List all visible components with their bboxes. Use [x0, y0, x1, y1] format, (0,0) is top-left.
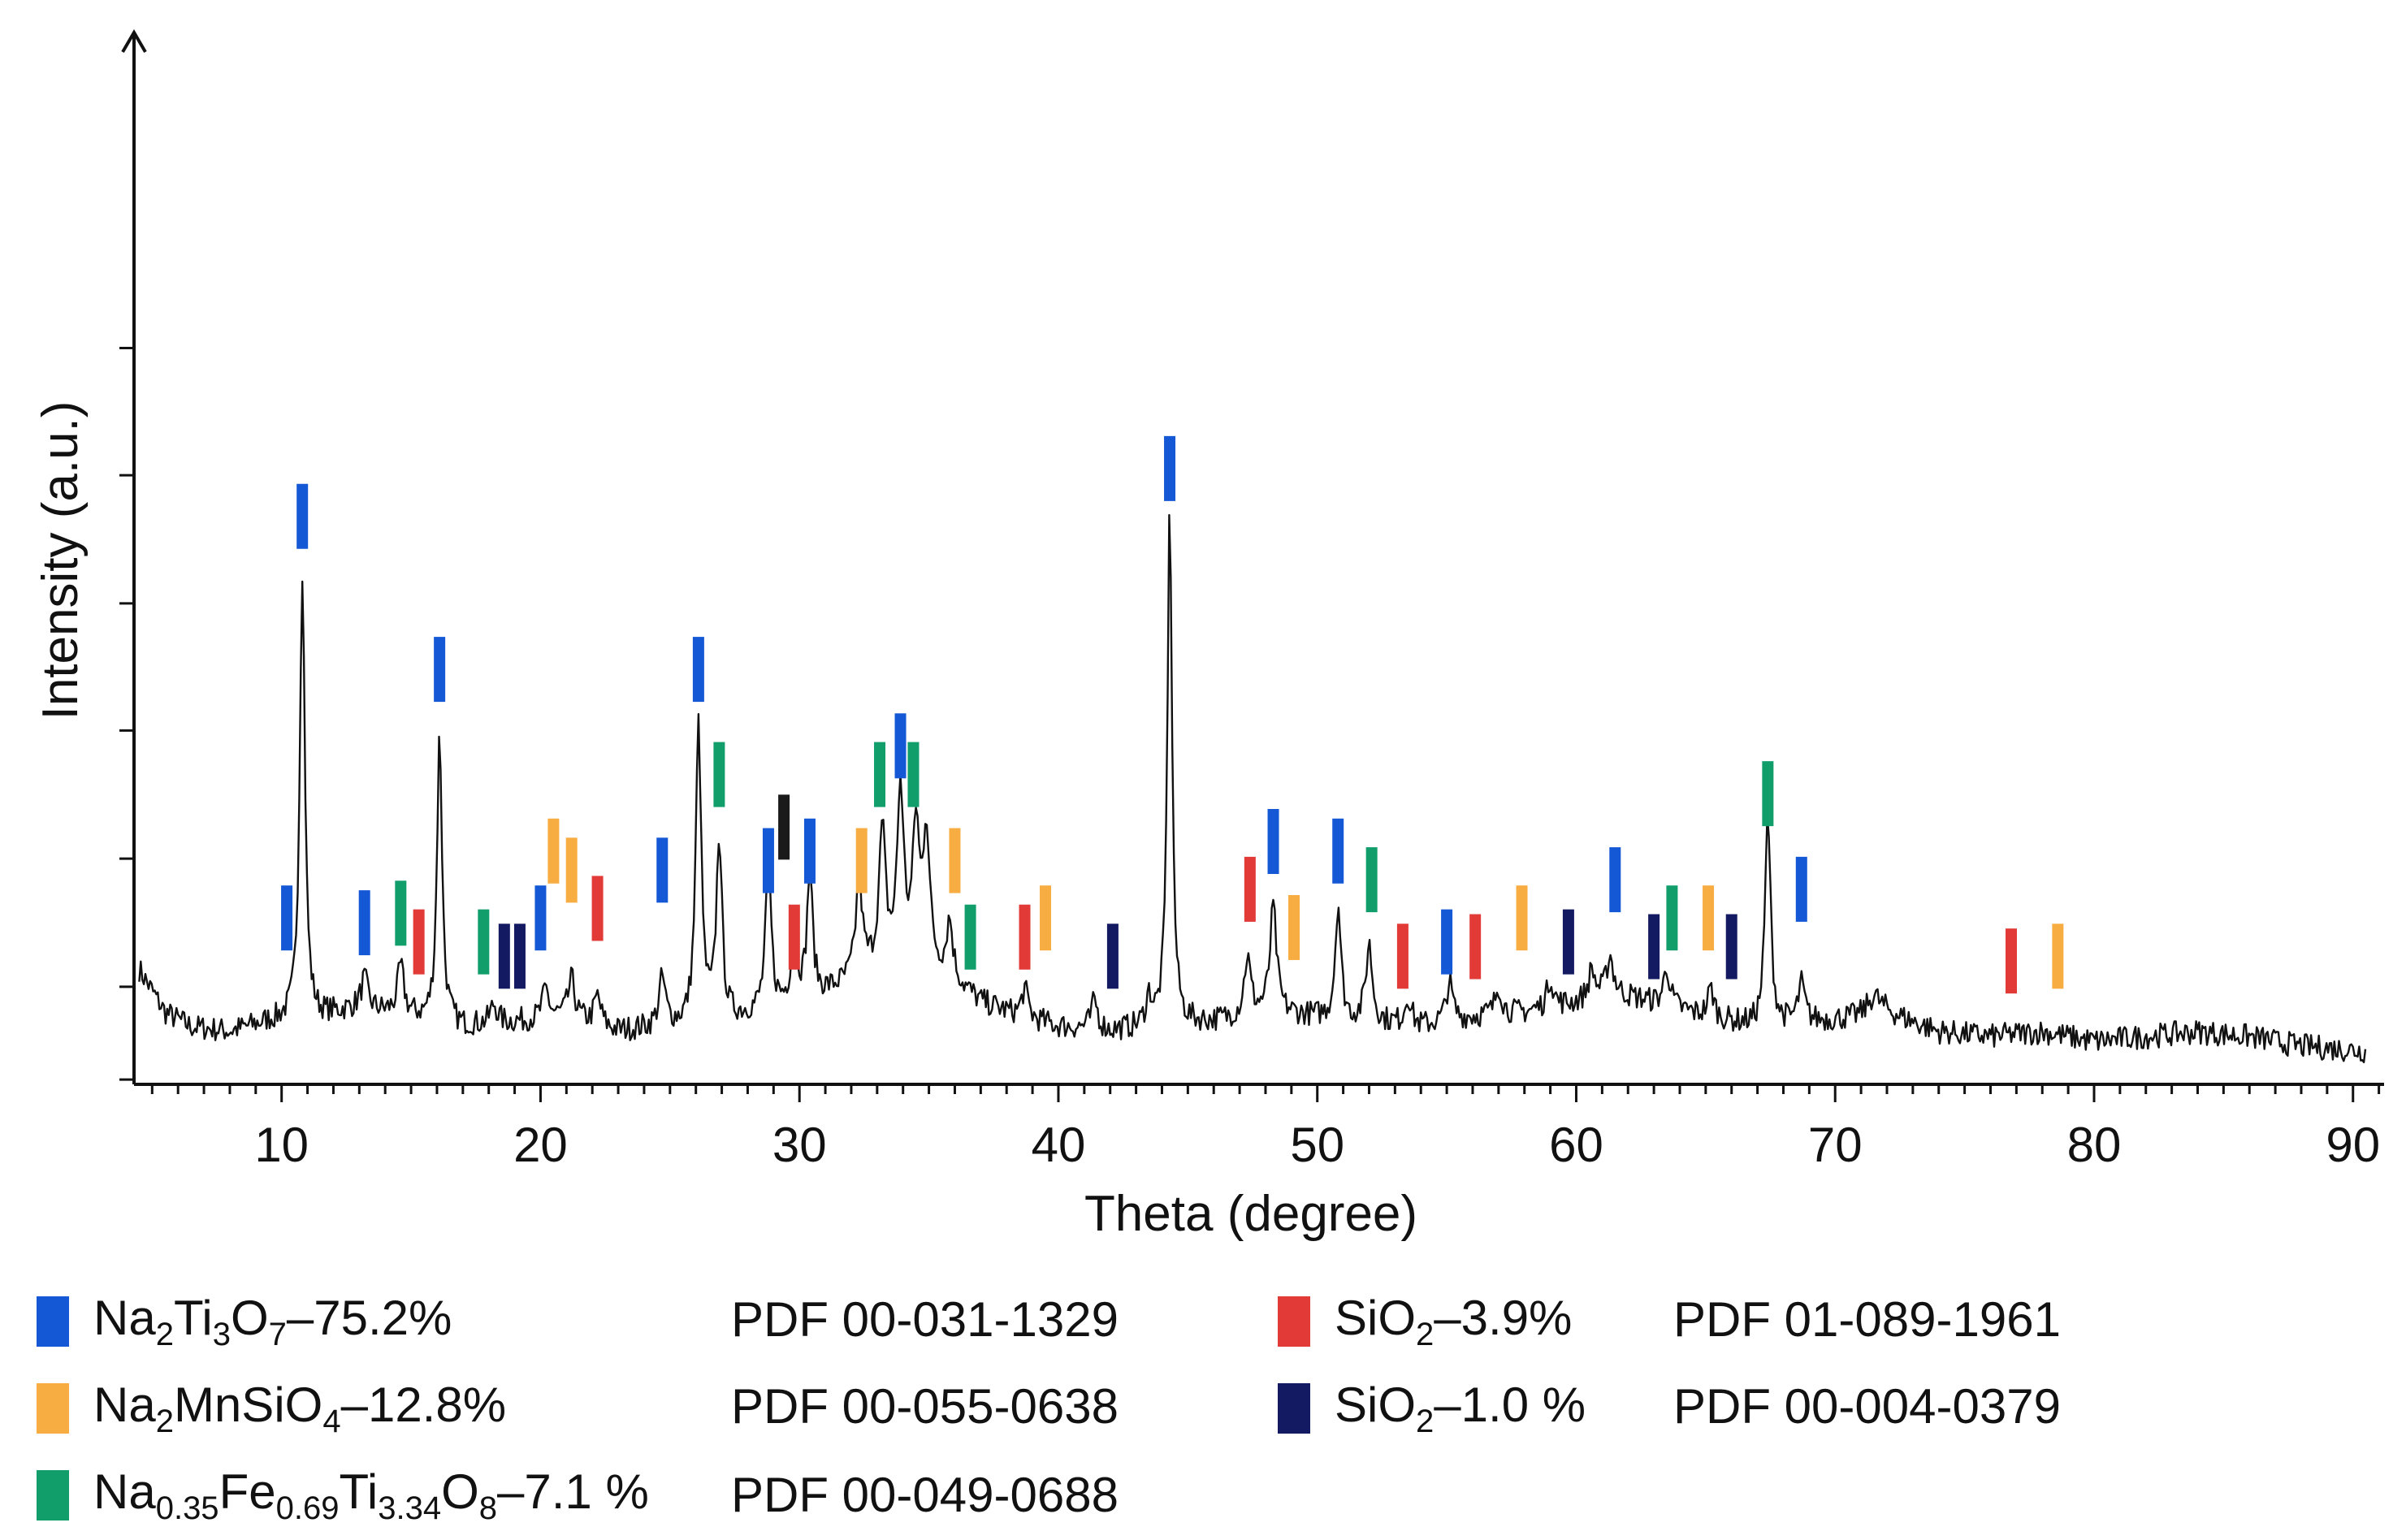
- x-tick-label: 80: [2067, 1118, 2122, 1172]
- phase-marker: [1795, 856, 1807, 922]
- xrd-line: [138, 513, 2367, 1063]
- x-tick-label: 50: [1290, 1118, 1344, 1172]
- phase-marker: [358, 890, 370, 956]
- y-axis-arrow: [121, 29, 147, 54]
- phase-marker: [1666, 885, 1678, 951]
- phase-marker: [1040, 885, 1052, 951]
- phase-marker: [534, 885, 547, 951]
- phase-marker: [692, 637, 704, 703]
- x-tick-label: 40: [1032, 1118, 1086, 1172]
- phase-marker: [498, 924, 510, 989]
- phase-marker: [894, 713, 907, 779]
- phase-marker: [1703, 885, 1715, 951]
- phase-marker: [778, 794, 790, 860]
- phase-marker: [1244, 856, 1256, 922]
- xrd-trace: [138, 513, 2367, 1063]
- phase-marker: [513, 924, 526, 989]
- phase-marker: [434, 637, 446, 703]
- phase-marker: [803, 818, 816, 884]
- phase-marker: [907, 742, 920, 807]
- phase-marker: [2005, 928, 2017, 994]
- axis-labels: Theta (degree) Intensity (a.u.): [32, 401, 1417, 1242]
- phase-marker: [1441, 909, 1453, 975]
- phase-marker: [1332, 818, 1344, 884]
- phase-marker: [547, 818, 560, 884]
- phase-marker: [1365, 847, 1378, 913]
- phase-marker: [1516, 885, 1528, 951]
- phase-marker: [1762, 761, 1774, 827]
- phase-markers: [281, 435, 2064, 994]
- phase-marker: [656, 837, 669, 903]
- phase-marker: [855, 828, 868, 893]
- phase-marker: [591, 876, 604, 941]
- x-tick-label: 60: [1549, 1118, 1603, 1172]
- phase-marker: [762, 828, 774, 893]
- y-axis-title: Intensity (a.u.): [32, 401, 89, 720]
- phase-marker: [874, 742, 886, 807]
- phase-marker: [281, 885, 293, 951]
- x-tick-label: 10: [254, 1118, 309, 1172]
- phase-marker: [2052, 924, 2064, 989]
- phase-marker: [1469, 914, 1482, 980]
- phase-marker: [478, 909, 490, 975]
- x-tick-label: 90: [2326, 1118, 2380, 1172]
- phase-marker: [1562, 909, 1574, 975]
- phase-marker: [413, 909, 425, 975]
- phase-marker: [1288, 894, 1300, 960]
- phase-marker: [964, 904, 976, 970]
- phase-marker: [395, 880, 407, 946]
- x-tick-label: 70: [1808, 1118, 1863, 1172]
- phase-marker: [1267, 809, 1279, 874]
- phase-marker: [1725, 914, 1737, 980]
- phase-marker: [788, 904, 800, 970]
- x-tick-label: 20: [513, 1118, 568, 1172]
- phase-marker: [949, 828, 961, 893]
- phase-marker: [1106, 924, 1119, 989]
- x-tick-label: 30: [772, 1118, 827, 1172]
- phase-marker: [1396, 924, 1409, 989]
- phase-marker: [1164, 435, 1176, 501]
- phase-marker: [296, 483, 309, 549]
- phase-marker: [1648, 914, 1660, 980]
- x-axis-title: Theta (degree): [1084, 1186, 1417, 1242]
- phase-marker: [565, 837, 578, 903]
- phase-marker: [1019, 904, 1031, 970]
- phase-marker: [713, 742, 725, 807]
- axes: 10 20 30 40 50 60 70 80 90: [119, 29, 2384, 1172]
- phase-marker: [1609, 847, 1621, 913]
